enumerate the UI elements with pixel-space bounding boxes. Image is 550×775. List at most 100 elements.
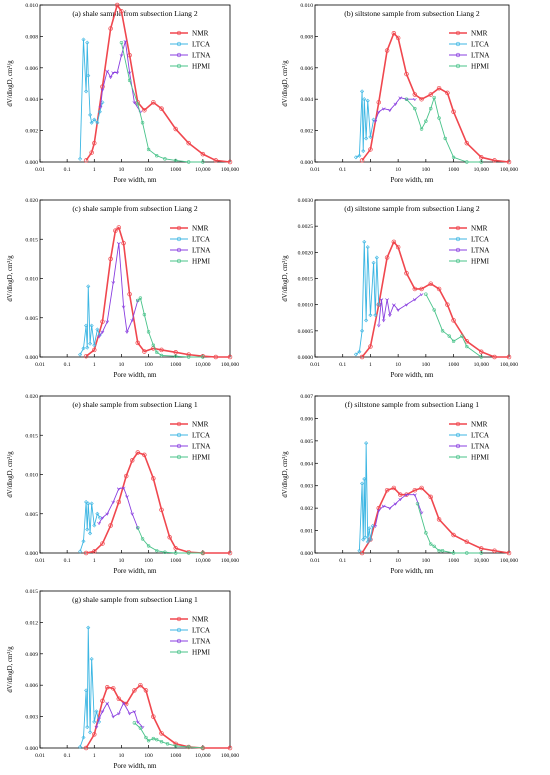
- data-point-ltna: [130, 512, 135, 516]
- data-point-hpmi: [174, 158, 178, 163]
- x-tick-label: 100,000: [221, 362, 239, 368]
- data-point-hpmi: [136, 298, 140, 303]
- data-point-ltna: [412, 493, 417, 497]
- data-point-hpmi: [186, 355, 191, 359]
- data-point-ltca: [363, 535, 368, 540]
- chart-title: (a) shale sample from subsection Liang 2: [72, 9, 197, 18]
- data-point-hpmi: [201, 160, 205, 164]
- data-point-ltna: [404, 493, 409, 497]
- data-point-hpmi: [136, 102, 140, 106]
- data-point-ltca: [357, 153, 362, 158]
- data-point-ltca: [97, 109, 102, 114]
- data-point-hpmi: [159, 740, 164, 744]
- data-point-ltna: [125, 495, 129, 499]
- data-point-ltna: [97, 717, 101, 721]
- y-tick-label: 0.0000: [298, 355, 314, 361]
- data-point-ltca: [78, 744, 83, 749]
- data-point-nmr: [479, 155, 484, 160]
- data-point-nmr: [83, 550, 89, 556]
- x-tick-label: 1: [93, 167, 96, 173]
- data-point-ltca: [362, 239, 367, 244]
- chart-title: (g) shale sample from subsection Liang 1: [72, 595, 198, 604]
- data-point-ltna: [105, 320, 110, 324]
- y-tick-label: 0.000: [25, 355, 38, 361]
- x-tick-label: 0.1: [64, 362, 71, 368]
- y-axis-label: dV/dlogD, cm³/g: [282, 255, 289, 302]
- data-point-ltna: [111, 71, 116, 75]
- x-tick-label: 1000: [448, 167, 459, 173]
- x-tick-label: 1000: [448, 558, 459, 564]
- data-point-nmr: [419, 485, 424, 491]
- data-point-nmr: [119, 9, 124, 14]
- data-point-hpmi: [432, 308, 436, 312]
- legend-label: LTCA: [192, 41, 211, 49]
- legend-marker-ltca: [176, 41, 182, 47]
- data-point-nmr: [159, 106, 164, 111]
- data-point-nmr: [359, 550, 365, 556]
- data-point-nmr: [464, 539, 470, 545]
- data-point-hpmi: [155, 350, 159, 354]
- y-tick-label: 0.001: [300, 529, 313, 535]
- data-point-nmr: [159, 507, 164, 513]
- data-point-ltna: [116, 487, 121, 491]
- data-point-hpmi: [437, 116, 441, 120]
- data-point-hpmi: [146, 544, 151, 548]
- data-point-ltca: [81, 539, 86, 544]
- data-point-nmr: [213, 158, 219, 163]
- data-point-nmr: [412, 487, 418, 493]
- data-point-ltna: [376, 324, 381, 328]
- legend-marker-ltna: [176, 638, 182, 644]
- data-point-ltca: [89, 120, 94, 125]
- data-point-nmr: [506, 159, 512, 165]
- x-tick-label: 10: [119, 362, 125, 368]
- data-point-ltna: [393, 102, 398, 106]
- legend-label: NMR: [471, 421, 488, 429]
- x-tick-label: 1: [93, 558, 96, 564]
- data-point-nmr: [359, 158, 365, 163]
- x-tick-label: 0.01: [310, 362, 320, 368]
- data-point-hpmi: [415, 501, 420, 506]
- legend-label: LTNA: [192, 52, 211, 60]
- data-point-ltca: [81, 37, 86, 42]
- data-point-nmr: [464, 140, 470, 146]
- data-point-nmr: [151, 476, 156, 481]
- legend-label: LTCA: [192, 627, 211, 635]
- y-tick-label: 0.002: [300, 506, 313, 512]
- data-point-hpmi: [429, 106, 433, 111]
- x-tick-label: 100,000: [221, 558, 239, 564]
- data-point-nmr: [83, 158, 89, 163]
- series-line-nmr: [85, 226, 230, 358]
- y-tick-label: 0.008: [300, 34, 313, 40]
- series-line-hpmi: [406, 97, 482, 163]
- data-point-ltca: [364, 318, 369, 323]
- data-point-ltca: [84, 89, 89, 94]
- data-point-nmr: [227, 745, 233, 751]
- x-tick-label: 100,000: [221, 167, 239, 173]
- data-point-ltna: [121, 701, 126, 705]
- data-point-ltca: [368, 134, 373, 139]
- data-point-ltca: [373, 313, 378, 318]
- chart-title: (c) shale sample from subsection Liang 2: [72, 204, 197, 213]
- series-line-nmr: [361, 241, 509, 358]
- legend-label: HPMI: [192, 649, 211, 657]
- data-point-ltca: [353, 155, 358, 160]
- y-tick-label: 0.010: [300, 3, 313, 9]
- x-tick-label: 0.1: [339, 167, 346, 173]
- y-tick-label: 0.010: [25, 3, 38, 9]
- data-point-hpmi: [119, 40, 124, 45]
- x-axis-label: Pore width, nm: [114, 371, 158, 379]
- data-point-nmr: [384, 48, 390, 53]
- data-point-nmr: [428, 92, 433, 97]
- data-point-ltna: [381, 319, 386, 323]
- series-line-nmr: [85, 4, 231, 163]
- x-tick-label: 100: [144, 753, 153, 759]
- legend-marker-hpmi: [176, 649, 182, 655]
- data-point-hpmi: [127, 78, 132, 83]
- data-point-ltna: [100, 88, 105, 92]
- data-point-nmr: [404, 271, 409, 276]
- data-point-ltca: [364, 136, 369, 141]
- legend-marker-nmr: [176, 225, 182, 231]
- data-point-ltca: [89, 323, 94, 328]
- data-point-hpmi: [201, 551, 205, 555]
- data-point-nmr: [186, 352, 191, 357]
